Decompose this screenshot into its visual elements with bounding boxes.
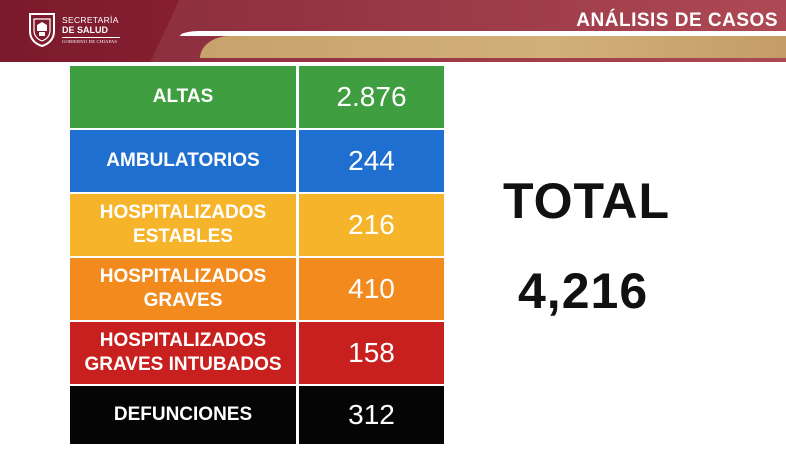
row-value: 158 bbox=[348, 337, 395, 368]
row-value: 410 bbox=[348, 273, 395, 304]
table-row: HOSPITALIZADOS ESTABLES 216 bbox=[70, 194, 444, 258]
table-row: ALTAS 2.876 bbox=[70, 66, 444, 130]
brand-rule bbox=[62, 36, 120, 38]
header-white-band bbox=[180, 31, 786, 36]
row-label: DEFUNCIONES bbox=[70, 386, 299, 444]
row-value: 312 bbox=[348, 399, 395, 430]
total-value: 4,216 bbox=[518, 263, 649, 319]
brand-line1: SECRETARÍA bbox=[62, 15, 119, 25]
page-title: ANÁLISIS DE CASOS bbox=[576, 10, 778, 31]
cases-table: ALTAS 2.876 AMBULATORIOS 244 HOSPITALIZADOS … bbox=[70, 66, 444, 444]
table-row: HOSPITALIZADOS GRAVES INTUBADOS 158 bbox=[70, 322, 444, 386]
row-value: 244 bbox=[348, 145, 395, 176]
brand-line3: GOBIERNO DE CHIAPAS bbox=[62, 38, 118, 44]
brand-block: SECRETARÍA DE SALUD GOBIERNO DE CHIAPAS bbox=[62, 16, 120, 44]
table-row: HOSPITALIZADOS GRAVES 410 bbox=[70, 258, 444, 322]
brand-line2: DE SALUD bbox=[62, 24, 109, 35]
row-label: HOSPITALIZADOS GRAVES bbox=[70, 258, 299, 320]
row-value: 216 bbox=[348, 209, 395, 240]
coat-of-arms-logo-icon bbox=[29, 13, 55, 47]
row-label: AMBULATORIOS bbox=[70, 130, 299, 192]
total-label: TOTAL bbox=[503, 173, 671, 229]
header-gold-band bbox=[200, 36, 786, 58]
row-value: 2.876 bbox=[336, 81, 407, 112]
row-label: ALTAS bbox=[70, 66, 299, 128]
table-row: DEFUNCIONES 312 bbox=[70, 386, 444, 444]
row-label: HOSPITALIZADOS ESTABLES bbox=[70, 194, 299, 256]
table-row: AMBULATORIOS 244 bbox=[70, 130, 444, 194]
row-label: HOSPITALIZADOS GRAVES INTUBADOS bbox=[70, 322, 299, 384]
